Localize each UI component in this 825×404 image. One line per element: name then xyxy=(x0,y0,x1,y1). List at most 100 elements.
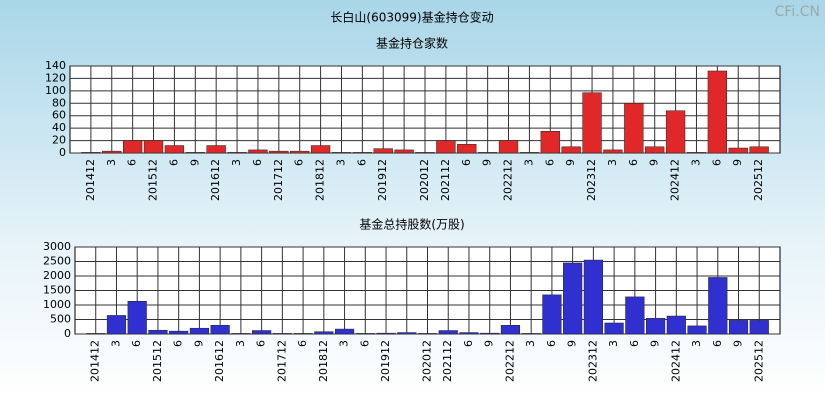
x-tick-label: 201812 xyxy=(317,340,330,382)
y-tick-label: 60 xyxy=(52,109,66,122)
x-tick-label: 201712 xyxy=(272,159,285,201)
x-tick-label: 201612 xyxy=(209,159,222,201)
x-tick-label: 9 xyxy=(481,159,494,166)
x-tick-label: 3 xyxy=(230,159,243,166)
bar xyxy=(394,149,414,154)
x-tick-label: 6 xyxy=(628,340,641,347)
bar xyxy=(269,150,289,154)
bar xyxy=(290,150,310,154)
bar xyxy=(665,110,686,154)
bar xyxy=(102,150,122,154)
bar xyxy=(478,152,498,154)
y-tick-label: 2000 xyxy=(43,269,71,282)
bar xyxy=(728,147,748,154)
bar xyxy=(436,140,456,154)
x-tick-label: 202512 xyxy=(752,340,765,382)
x-tick-label: 3 xyxy=(109,340,122,347)
bar xyxy=(500,325,521,335)
bar xyxy=(148,329,168,335)
x-tick-label: 3 xyxy=(234,340,247,347)
bar xyxy=(248,149,268,154)
bar xyxy=(252,330,272,335)
bar xyxy=(686,152,707,154)
x-tick-label: 6 xyxy=(711,340,724,347)
x-tick-label: 9 xyxy=(188,159,201,166)
bar xyxy=(127,300,147,335)
x-tick-label: 201612 xyxy=(213,340,226,382)
x-tick-label: 3 xyxy=(606,159,619,166)
bar xyxy=(189,327,209,335)
bar xyxy=(480,332,500,335)
bar xyxy=(521,333,541,335)
y-tick-label: 80 xyxy=(52,96,66,109)
bar xyxy=(728,320,749,335)
x-tick-label: 202312 xyxy=(585,159,598,201)
x-tick-label: 6 xyxy=(251,159,264,166)
y-tick-label: 140 xyxy=(45,59,66,72)
bar xyxy=(272,333,292,335)
bar xyxy=(540,131,560,154)
x-tick-label: 6 xyxy=(130,340,143,347)
x-tick-label: 202112 xyxy=(441,340,454,382)
bar xyxy=(331,152,352,154)
x-tick-label: 6 xyxy=(358,340,371,347)
x-tick-label: 6 xyxy=(167,159,180,166)
y-tick-label: 20 xyxy=(52,134,66,147)
bar xyxy=(164,145,185,154)
bar xyxy=(169,330,189,335)
x-tick-label: 3 xyxy=(524,340,537,347)
y-tick-label: 3000 xyxy=(43,240,71,253)
x-tick-label: 202212 xyxy=(502,159,515,201)
x-tick-label: 6 xyxy=(126,159,139,166)
bar xyxy=(498,140,519,154)
x-tick-label: 6 xyxy=(296,340,309,347)
y-tick-label: 40 xyxy=(52,121,66,134)
bar xyxy=(749,146,769,154)
bar xyxy=(123,140,143,154)
chart-title: 基金持仓家数 xyxy=(376,36,448,51)
x-tick-label: 6 xyxy=(460,159,473,166)
bar xyxy=(583,259,603,335)
bar xyxy=(604,322,624,335)
x-tick-label: 9 xyxy=(648,159,661,166)
x-tick-label: 3 xyxy=(522,159,535,166)
x-tick-label: 201512 xyxy=(151,340,164,382)
bar xyxy=(666,315,686,335)
x-tick-label: 9 xyxy=(731,159,744,166)
x-tick-label: 201712 xyxy=(275,340,288,382)
page-title: 长白山(603099)基金持仓变动 xyxy=(330,10,493,25)
x-tick-label: 6 xyxy=(627,159,640,166)
x-tick-label: 6 xyxy=(255,340,268,347)
x-tick-label: 202212 xyxy=(503,340,516,382)
x-tick-label: 3 xyxy=(607,340,620,347)
x-tick-label: 9 xyxy=(483,340,496,347)
bar xyxy=(106,315,127,335)
bar xyxy=(373,148,393,154)
x-tick-label: 201412 xyxy=(89,340,102,382)
bar xyxy=(519,152,540,154)
bar xyxy=(231,333,251,335)
y-tick-label: 1500 xyxy=(43,284,71,297)
x-tick-label: 9 xyxy=(649,340,662,347)
bar xyxy=(293,333,313,335)
x-tick-label: 202412 xyxy=(669,159,682,201)
x-tick-label: 6 xyxy=(543,159,556,166)
bar xyxy=(624,103,644,154)
bar xyxy=(459,332,479,335)
bar xyxy=(542,294,562,335)
bar xyxy=(707,70,727,154)
bar xyxy=(417,333,438,335)
x-tick-label: 201412 xyxy=(84,159,97,201)
bar xyxy=(603,149,623,154)
x-tick-label: 9 xyxy=(564,159,577,166)
bar xyxy=(227,152,247,154)
bar xyxy=(143,140,164,154)
x-tick-label: 6 xyxy=(355,159,368,166)
bar xyxy=(376,332,396,335)
bar xyxy=(206,145,226,154)
x-tick-label: 202412 xyxy=(669,340,682,382)
bar xyxy=(397,332,417,335)
x-tick-label: 3 xyxy=(338,340,351,347)
bar xyxy=(81,152,101,154)
